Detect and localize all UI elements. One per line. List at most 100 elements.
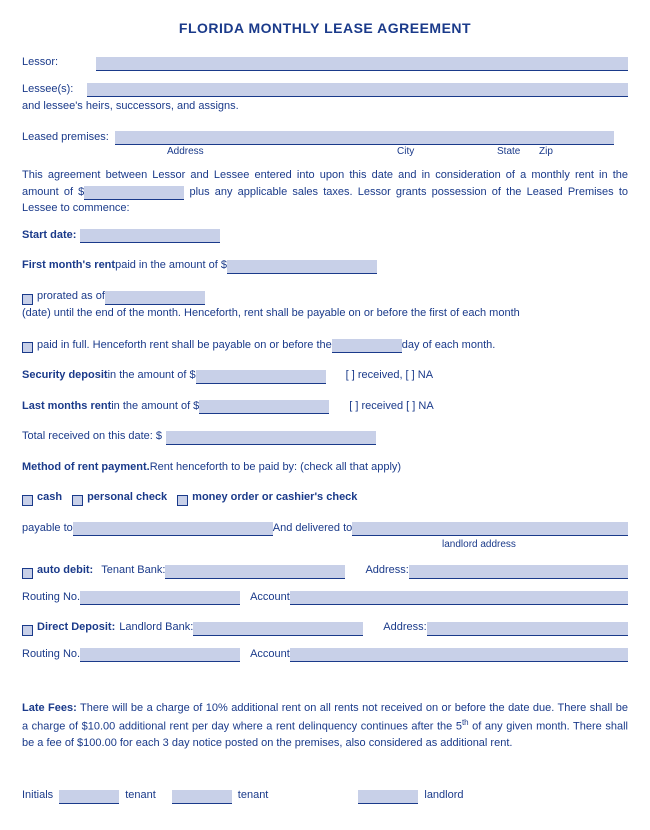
total-received-field[interactable] [166, 431, 376, 445]
last-month-suffix: in the amount of $ [111, 398, 199, 415]
delivered-label: And delivered to [273, 520, 353, 537]
city-sub: City [397, 146, 497, 157]
tenant-label-2: tenant [238, 787, 269, 804]
payable-label: payable to [22, 520, 73, 537]
account-label-1: Account [250, 589, 290, 606]
landlord-label: landlord [424, 787, 463, 804]
landlord-addr-sub-row: landlord address [22, 537, 628, 552]
security-suffix: in the amount of $ [108, 367, 196, 384]
start-date-field[interactable] [80, 229, 220, 243]
initials-tenant1-field[interactable] [59, 790, 119, 804]
security-label: Security deposit [22, 367, 108, 384]
landlord-bank-field[interactable] [193, 622, 363, 636]
initials-label: Initials [22, 787, 53, 804]
prorated-row: prorated as of (date) until the end of t… [22, 288, 628, 323]
check-checkbox[interactable] [72, 495, 83, 506]
prorated-date-field[interactable] [105, 291, 205, 305]
method-label: Method of rent payment. [22, 459, 150, 476]
heirs-text: and lessee's heirs, successors, and assi… [22, 98, 239, 115]
method-row: Method of rent payment. Rent henceforth … [22, 459, 628, 476]
form-title: FLORIDA MONTHLY LEASE AGREEMENT [22, 20, 628, 36]
routing-row-1: Routing No. Account [22, 589, 628, 606]
routing-label-1: Routing No. [22, 589, 80, 606]
tenant-bank-field[interactable] [165, 565, 345, 579]
premises-sublabels: Address City State Zip [22, 146, 628, 157]
auto-debit-checkbox[interactable] [22, 568, 33, 579]
prorated-pre: prorated as of [37, 288, 105, 306]
delivered-field[interactable] [352, 522, 628, 536]
routing-row-2: Routing No. Account [22, 646, 628, 663]
initials-row: Initials tenant tenant landlord [22, 787, 628, 804]
premises-row: Leased premises: [22, 129, 628, 146]
check-label: personal check [87, 489, 167, 506]
last-month-received: [ ] received [ ] NA [349, 398, 433, 415]
premises-label: Leased premises: [22, 129, 109, 146]
late-fees-label: Late Fees: [22, 702, 77, 714]
account-label-2: Account [250, 646, 290, 663]
lessees-field[interactable] [87, 83, 628, 97]
heirs-row: and lessee's heirs, successors, and assi… [22, 98, 628, 115]
payable-row: payable to And delivered to [22, 520, 628, 537]
last-month-row: Last months rent in the amount of $ [ ] … [22, 398, 628, 415]
cash-checkbox[interactable] [22, 495, 33, 506]
lessor-field[interactable] [96, 57, 628, 71]
total-received-row: Total received on this date: $ [22, 428, 628, 445]
total-received-label: Total received on this date: $ [22, 428, 162, 445]
premises-field[interactable] [115, 131, 614, 145]
th-sup: th [462, 718, 469, 727]
security-row: Security deposit in the amount of $ [ ] … [22, 367, 628, 384]
account-field-2[interactable] [290, 648, 628, 662]
initials-landlord-field[interactable] [358, 790, 418, 804]
intro-amount-field[interactable] [84, 186, 184, 200]
prorated-checkbox[interactable] [22, 294, 33, 305]
lessees-row: Lessee(s): [22, 81, 628, 98]
address-sub: Address [167, 146, 397, 157]
zip-sub: Zip [539, 146, 553, 157]
routing-field-1[interactable] [80, 591, 240, 605]
auto-debit-label: auto debit: [37, 562, 93, 579]
paid-full-post: day of each month. [402, 337, 496, 354]
paid-full-pre: paid in full. Henceforth rent shall be p… [37, 337, 332, 354]
payable-field[interactable] [73, 522, 273, 536]
last-month-label: Last months rent [22, 398, 111, 415]
tenant-label-1: tenant [125, 787, 156, 804]
paid-full-day-field[interactable] [332, 339, 402, 353]
cash-label: cash [37, 489, 62, 506]
security-received: [ ] received, [ ] NA [346, 367, 433, 384]
landlord-addr-sub: landlord address [442, 537, 516, 552]
direct-deposit-row: Direct Deposit: Landlord Bank: Address: [22, 619, 628, 636]
start-date-row: Start date: [22, 227, 628, 244]
late-fees-paragraph: Late Fees: There will be a charge of 10%… [22, 700, 628, 751]
direct-deposit-label: Direct Deposit: [37, 619, 115, 636]
landlord-address-label: Address: [383, 619, 426, 636]
routing-label-2: Routing No. [22, 646, 80, 663]
auto-debit-row: auto debit: Tenant Bank: Address: [22, 562, 628, 579]
method-suffix: Rent henceforth to be paid by: (check al… [150, 459, 401, 476]
paid-full-row: paid in full. Henceforth rent shall be p… [22, 337, 628, 354]
prorated-post: (date) until the end of the month. Hence… [22, 305, 520, 323]
tenant-address-field[interactable] [409, 565, 628, 579]
tenant-address-label: Address: [365, 562, 408, 579]
money-order-label: money order or cashier's check [192, 489, 357, 506]
initials-tenant2-field[interactable] [172, 790, 232, 804]
lessor-label: Lessor: [22, 54, 58, 71]
lessor-row: Lessor: [22, 54, 628, 71]
paid-full-checkbox[interactable] [22, 342, 33, 353]
first-month-field[interactable] [227, 260, 377, 274]
last-month-field[interactable] [199, 400, 329, 414]
routing-field-2[interactable] [80, 648, 240, 662]
landlord-address-field[interactable] [427, 622, 628, 636]
first-month-label: First month's rent [22, 257, 115, 274]
direct-deposit-checkbox[interactable] [22, 625, 33, 636]
landlord-bank-label: Landlord Bank: [119, 619, 193, 636]
security-field[interactable] [196, 370, 326, 384]
state-sub: State [497, 146, 539, 157]
account-field-1[interactable] [290, 591, 628, 605]
money-order-checkbox[interactable] [177, 495, 188, 506]
start-date-label: Start date: [22, 227, 76, 244]
payment-checks-row: cash personal check money order or cashi… [22, 489, 628, 506]
tenant-bank-label: Tenant Bank: [101, 562, 165, 579]
first-month-suffix: paid in the amount of $ [115, 257, 227, 274]
intro-paragraph: This agreement between Lessor and Lessee… [22, 167, 628, 217]
lessees-label: Lessee(s): [22, 81, 73, 98]
